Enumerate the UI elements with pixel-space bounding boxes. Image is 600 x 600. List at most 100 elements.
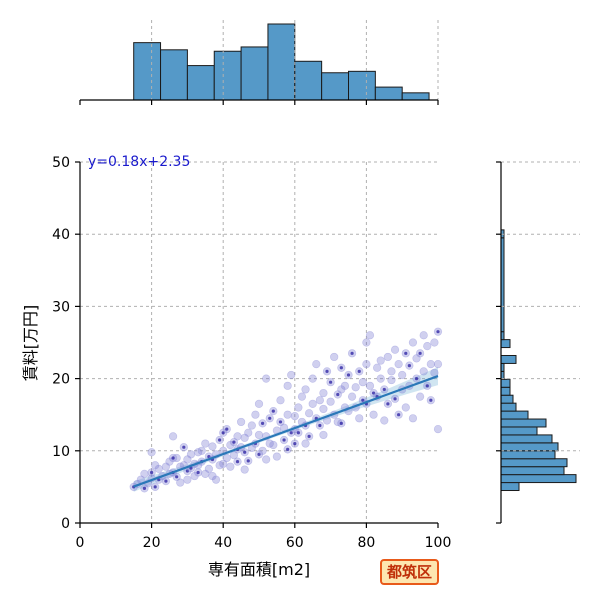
- scatter-point: [208, 442, 217, 451]
- scatter-point: [283, 410, 292, 419]
- scatter-point: [301, 385, 310, 394]
- y-tick-label: 10: [52, 444, 70, 460]
- scatter-point-core: [393, 397, 397, 401]
- grid: [80, 20, 580, 523]
- scatter-point: [301, 439, 310, 448]
- x-hist-bar: [133, 42, 162, 101]
- scatter-point: [387, 375, 396, 385]
- scatter-point: [408, 414, 418, 423]
- scatter-point: [423, 342, 432, 351]
- scatter-point: [244, 428, 253, 437]
- regression-band: [133, 367, 438, 492]
- scatter-point: [351, 383, 360, 392]
- scatter-point: [365, 331, 375, 340]
- x-hist-bar: [240, 46, 269, 101]
- scatter-point: [269, 440, 278, 450]
- scatter-point-core: [185, 469, 189, 473]
- scatter-point: [390, 345, 400, 354]
- scatter-point-core: [171, 456, 175, 460]
- scatter-point: [383, 352, 392, 362]
- y-hist-bar: [500, 434, 553, 444]
- scatter-point: [326, 397, 335, 406]
- scatter-point: [237, 417, 246, 427]
- x-tick-label: 60: [286, 535, 304, 551]
- scatter-point: [251, 410, 260, 419]
- scatter-point: [208, 471, 217, 481]
- scatter-point-core: [414, 377, 419, 381]
- y-tick-label: 0: [61, 516, 70, 532]
- y-tick-label: 30: [52, 299, 70, 315]
- x-hist-bar: [374, 86, 403, 101]
- scatter-point: [319, 388, 328, 398]
- scatter-point-core: [175, 475, 179, 479]
- scatter-point-core: [346, 373, 351, 377]
- scatter-point: [376, 356, 385, 365]
- scatter-point: [308, 399, 317, 408]
- x-hist-bar: [348, 70, 376, 101]
- scatter-point: [294, 403, 303, 412]
- scatter-point-core: [232, 440, 236, 444]
- scatter-point: [365, 381, 375, 390]
- scatter-point-core: [142, 486, 147, 490]
- y-tick-label: 50: [52, 155, 70, 171]
- scatter-point: [272, 452, 282, 461]
- x-hist-bar: [160, 49, 188, 101]
- x-tick-label: 0: [76, 535, 85, 551]
- y-tick-label: 40: [52, 227, 70, 243]
- scatter-point-core: [307, 434, 311, 438]
- scatter-point: [362, 338, 371, 347]
- scatter-point: [262, 455, 271, 464]
- scatter-point: [176, 478, 185, 487]
- scatter-point-core: [243, 450, 247, 454]
- scatter-point-core: [218, 438, 222, 442]
- scatter-points: [129, 327, 443, 493]
- y-hist-bar: [500, 410, 529, 420]
- scatter-point: [201, 439, 210, 448]
- scatter-point: [240, 465, 249, 474]
- y-hist-bar: [500, 386, 511, 396]
- scatter-point: [340, 381, 350, 390]
- scatter-point-core: [150, 470, 154, 475]
- scatter-point: [254, 399, 264, 408]
- scatter-point: [419, 331, 428, 340]
- scatter-point: [401, 403, 410, 412]
- scatter-point-core: [164, 479, 168, 483]
- scatter-point: [347, 392, 357, 401]
- y-hist-bar: [500, 418, 547, 428]
- scatter-point-core: [235, 460, 240, 464]
- scatter-point-core: [153, 485, 157, 489]
- scatter-point: [433, 425, 443, 434]
- x-hist-bar: [267, 23, 296, 101]
- scatter-point-core: [339, 366, 343, 370]
- scatter-point: [262, 374, 271, 383]
- scatter-point: [168, 432, 178, 441]
- scatter-point-core: [336, 392, 340, 397]
- y-hist-bar: [500, 402, 517, 412]
- scatter-point-core: [429, 398, 433, 402]
- y-hist-bar: [500, 378, 511, 388]
- scatter-point-core: [339, 421, 343, 425]
- scatter-point: [369, 410, 378, 419]
- scatter-point-core: [271, 409, 275, 413]
- scatter-point: [355, 414, 364, 423]
- scatter-point-core: [325, 369, 329, 373]
- scatter-point-core: [225, 427, 229, 431]
- y-hist-bar: [500, 394, 514, 404]
- scatter-point: [315, 396, 324, 405]
- scatter-point-core: [207, 454, 211, 459]
- scatter-point: [140, 469, 149, 479]
- y-hist-bar: [500, 458, 568, 468]
- scatter-point: [426, 360, 435, 369]
- scatter-point: [308, 374, 317, 383]
- scatter-point-core: [318, 423, 322, 428]
- axes: 0 20 40 60 80 100 0 10 20 30 40 50: [52, 99, 502, 551]
- scatter-point: [283, 381, 292, 390]
- scatter-point-core: [407, 364, 411, 368]
- regression-line-group: [133, 375, 439, 488]
- scatter-point: [376, 374, 385, 383]
- scatter-point-core: [329, 380, 333, 384]
- y-tick-label: 20: [52, 372, 70, 388]
- scatter-point-core: [404, 351, 408, 355]
- scatter-point-core: [196, 470, 200, 475]
